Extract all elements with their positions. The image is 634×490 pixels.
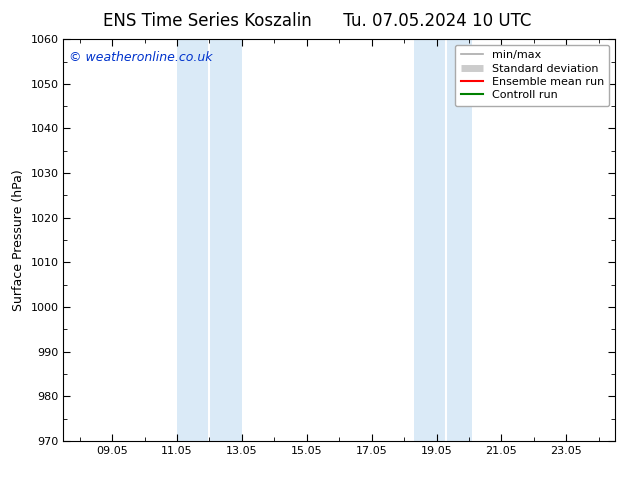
Bar xyxy=(446,39,472,441)
Text: ENS Time Series Koszalin      Tu. 07.05.2024 10 UTC: ENS Time Series Koszalin Tu. 07.05.2024 … xyxy=(103,12,531,30)
Y-axis label: Surface Pressure (hPa): Surface Pressure (hPa) xyxy=(12,169,25,311)
Text: © weatheronline.co.uk: © weatheronline.co.uk xyxy=(69,51,212,64)
Bar xyxy=(177,39,242,441)
Bar xyxy=(414,39,446,441)
Legend: min/max, Standard deviation, Ensemble mean run, Controll run: min/max, Standard deviation, Ensemble me… xyxy=(455,45,609,106)
